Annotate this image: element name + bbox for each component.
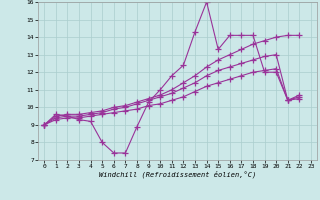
- X-axis label: Windchill (Refroidissement éolien,°C): Windchill (Refroidissement éolien,°C): [99, 171, 256, 178]
